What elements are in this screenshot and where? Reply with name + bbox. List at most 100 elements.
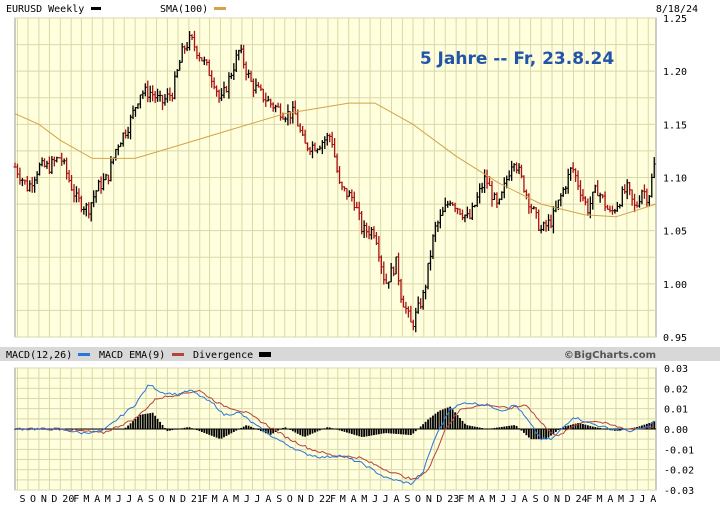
divergence-bar xyxy=(545,429,547,440)
divergence-bar xyxy=(503,426,506,429)
divergence-bar xyxy=(473,426,476,429)
x-tick-label: N xyxy=(298,494,304,505)
divergence-bar xyxy=(591,426,594,429)
divergence-bar xyxy=(198,429,201,432)
divergence-bar xyxy=(432,415,434,429)
divergence-bar xyxy=(441,409,444,429)
x-tick-label: J xyxy=(116,494,122,505)
x-tick-label: A xyxy=(479,494,485,505)
chart-annotation: 5 Jahre -- Fr, 23.8.24 xyxy=(420,49,615,69)
divergence-bar xyxy=(577,422,579,429)
divergence-bar xyxy=(223,429,225,438)
divergence-bar xyxy=(348,429,351,434)
divergence-bar xyxy=(208,429,211,435)
macd-y-tick-label: 0.02 xyxy=(664,384,688,395)
divergence-bar xyxy=(557,429,560,431)
divergence-bar xyxy=(353,429,356,435)
x-tick-label: 22 xyxy=(319,494,331,505)
divergence-bar xyxy=(523,429,525,433)
divergence-bar xyxy=(586,425,589,429)
divergence-bar xyxy=(574,423,577,429)
divergence-bar xyxy=(338,429,341,431)
divergence-bar xyxy=(407,429,410,435)
divergence-bar xyxy=(247,425,250,429)
divergence-bar xyxy=(446,407,449,429)
x-tick-label: 21 xyxy=(191,494,203,505)
divergence-bar xyxy=(505,426,508,429)
brand-label: ©BigCharts.com xyxy=(564,350,656,361)
price-y-tick-label: 0.95 xyxy=(663,333,687,344)
x-tick-label: J xyxy=(244,494,250,505)
divergence-bar xyxy=(151,412,154,429)
divergence-bar xyxy=(390,429,393,434)
x-tick-label: A xyxy=(607,494,613,505)
x-tick-label: N xyxy=(41,494,47,505)
macd-y-tick-label: 0.00 xyxy=(664,425,688,436)
divergence-bar xyxy=(439,410,442,429)
x-tick-label: J xyxy=(383,494,389,505)
divergence-bar xyxy=(365,429,368,437)
divergence-bar xyxy=(168,429,171,431)
x-tick-label: S xyxy=(404,494,410,505)
divergence-label: Divergence xyxy=(193,350,253,361)
x-tick-label: D xyxy=(436,494,442,505)
divergence-bar xyxy=(409,429,412,436)
divergence-bar xyxy=(454,412,456,429)
divergence-bar xyxy=(284,427,287,429)
x-tick-label: J xyxy=(629,494,635,505)
divergence-bar xyxy=(141,414,144,429)
divergence-bar xyxy=(456,415,459,429)
symbol-label: EURUSD Weekly xyxy=(6,4,84,15)
price-y-tick-label: 1.00 xyxy=(663,280,687,291)
divergence-bar xyxy=(387,429,390,434)
x-tick-label: M xyxy=(618,494,624,505)
divergence-bar xyxy=(311,429,314,434)
divergence-bar xyxy=(318,429,321,431)
x-axis-labels: S O N D 20F M A M J J A S O N D 21F M A M J J A S O N D 22F M A M J J A S… xyxy=(19,494,656,505)
sma-label: SMA(100) xyxy=(160,4,208,15)
divergence-bar xyxy=(368,429,370,436)
divergence-bar xyxy=(360,429,363,437)
divergence-bar xyxy=(530,429,533,440)
x-tick-label: S xyxy=(19,494,25,505)
divergence-bar xyxy=(196,429,198,431)
macd-y-tick-label: -0.03 xyxy=(664,486,694,497)
price-bars xyxy=(13,30,656,333)
divergence-bar xyxy=(225,429,228,436)
divergence-bar xyxy=(471,426,474,429)
divergence-bar xyxy=(636,427,638,429)
divergence-bar xyxy=(513,425,516,429)
x-tick-label: D xyxy=(565,494,571,505)
x-tick-label: A xyxy=(222,494,228,505)
x-tick-label: 20 xyxy=(62,494,74,505)
divergence-bar xyxy=(326,427,329,429)
x-tick-label: N xyxy=(169,494,175,505)
divergence-bar xyxy=(373,429,375,436)
divergence-bar xyxy=(166,429,169,432)
divergence-bar xyxy=(554,429,557,432)
divergence-bar xyxy=(220,429,223,439)
price-y-tick-label: 1.05 xyxy=(663,227,687,238)
divergence-bar xyxy=(643,424,646,429)
divergence-bar xyxy=(527,429,530,438)
divergence-bar xyxy=(259,429,262,432)
x-tick-label: M xyxy=(233,494,239,505)
divergence-bar xyxy=(146,413,149,429)
divergence-bar xyxy=(537,429,540,440)
divergence-bar xyxy=(579,423,582,429)
x-tick-label: J xyxy=(254,494,260,505)
divergence-bar xyxy=(306,429,309,436)
macd-y-tick-label: 0.03 xyxy=(664,364,688,375)
divergence-bar xyxy=(358,429,361,437)
divergence-bar xyxy=(183,427,186,429)
macd-y-axis: 0.03 0.02 0.01 0.00 -0.01 -0.02 -0.03 xyxy=(664,364,694,497)
divergence-bar xyxy=(213,429,216,437)
divergence-bar xyxy=(422,424,425,429)
divergence-bar xyxy=(402,429,405,435)
divergence-bar xyxy=(510,425,513,429)
divergence-bar xyxy=(493,427,496,429)
divergence-bar xyxy=(137,416,139,429)
divergence-bar xyxy=(532,429,535,440)
